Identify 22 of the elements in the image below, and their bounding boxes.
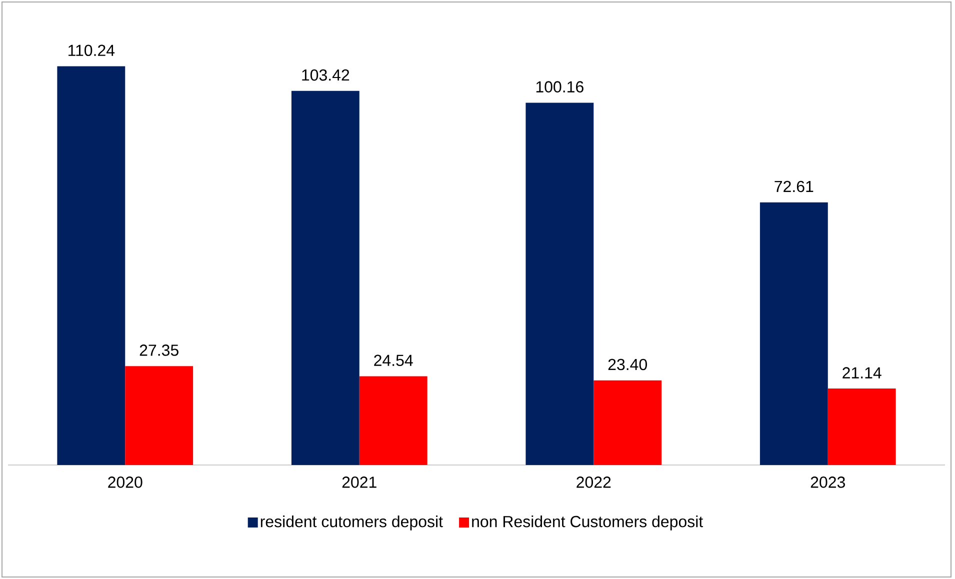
data-label: 110.24	[68, 44, 115, 56]
x-tick-label: 2021	[342, 476, 376, 488]
bar	[526, 102, 594, 465]
bar	[828, 388, 896, 465]
data-label: 24.54	[374, 354, 413, 366]
x-tick-label: 2022	[576, 476, 611, 488]
legend-label: resident cutomers deposit	[260, 516, 443, 530]
bar	[125, 366, 194, 465]
data-label: 21.14	[842, 367, 882, 378]
data-label: 103.42	[302, 69, 350, 81]
x-tick-label: 2023	[810, 476, 845, 488]
bar	[594, 380, 662, 465]
data-label: 27.35	[140, 344, 178, 356]
data-label: 100.16	[536, 81, 584, 92]
legend-label: non Resident Customers deposit	[472, 516, 704, 530]
bar	[291, 90, 360, 465]
data-label: 72.61	[774, 180, 814, 192]
bar	[760, 202, 828, 465]
bar	[57, 66, 126, 465]
x-tick-label: 2020	[108, 476, 142, 488]
bar	[359, 376, 428, 465]
data-label: 23.40	[608, 358, 647, 370]
